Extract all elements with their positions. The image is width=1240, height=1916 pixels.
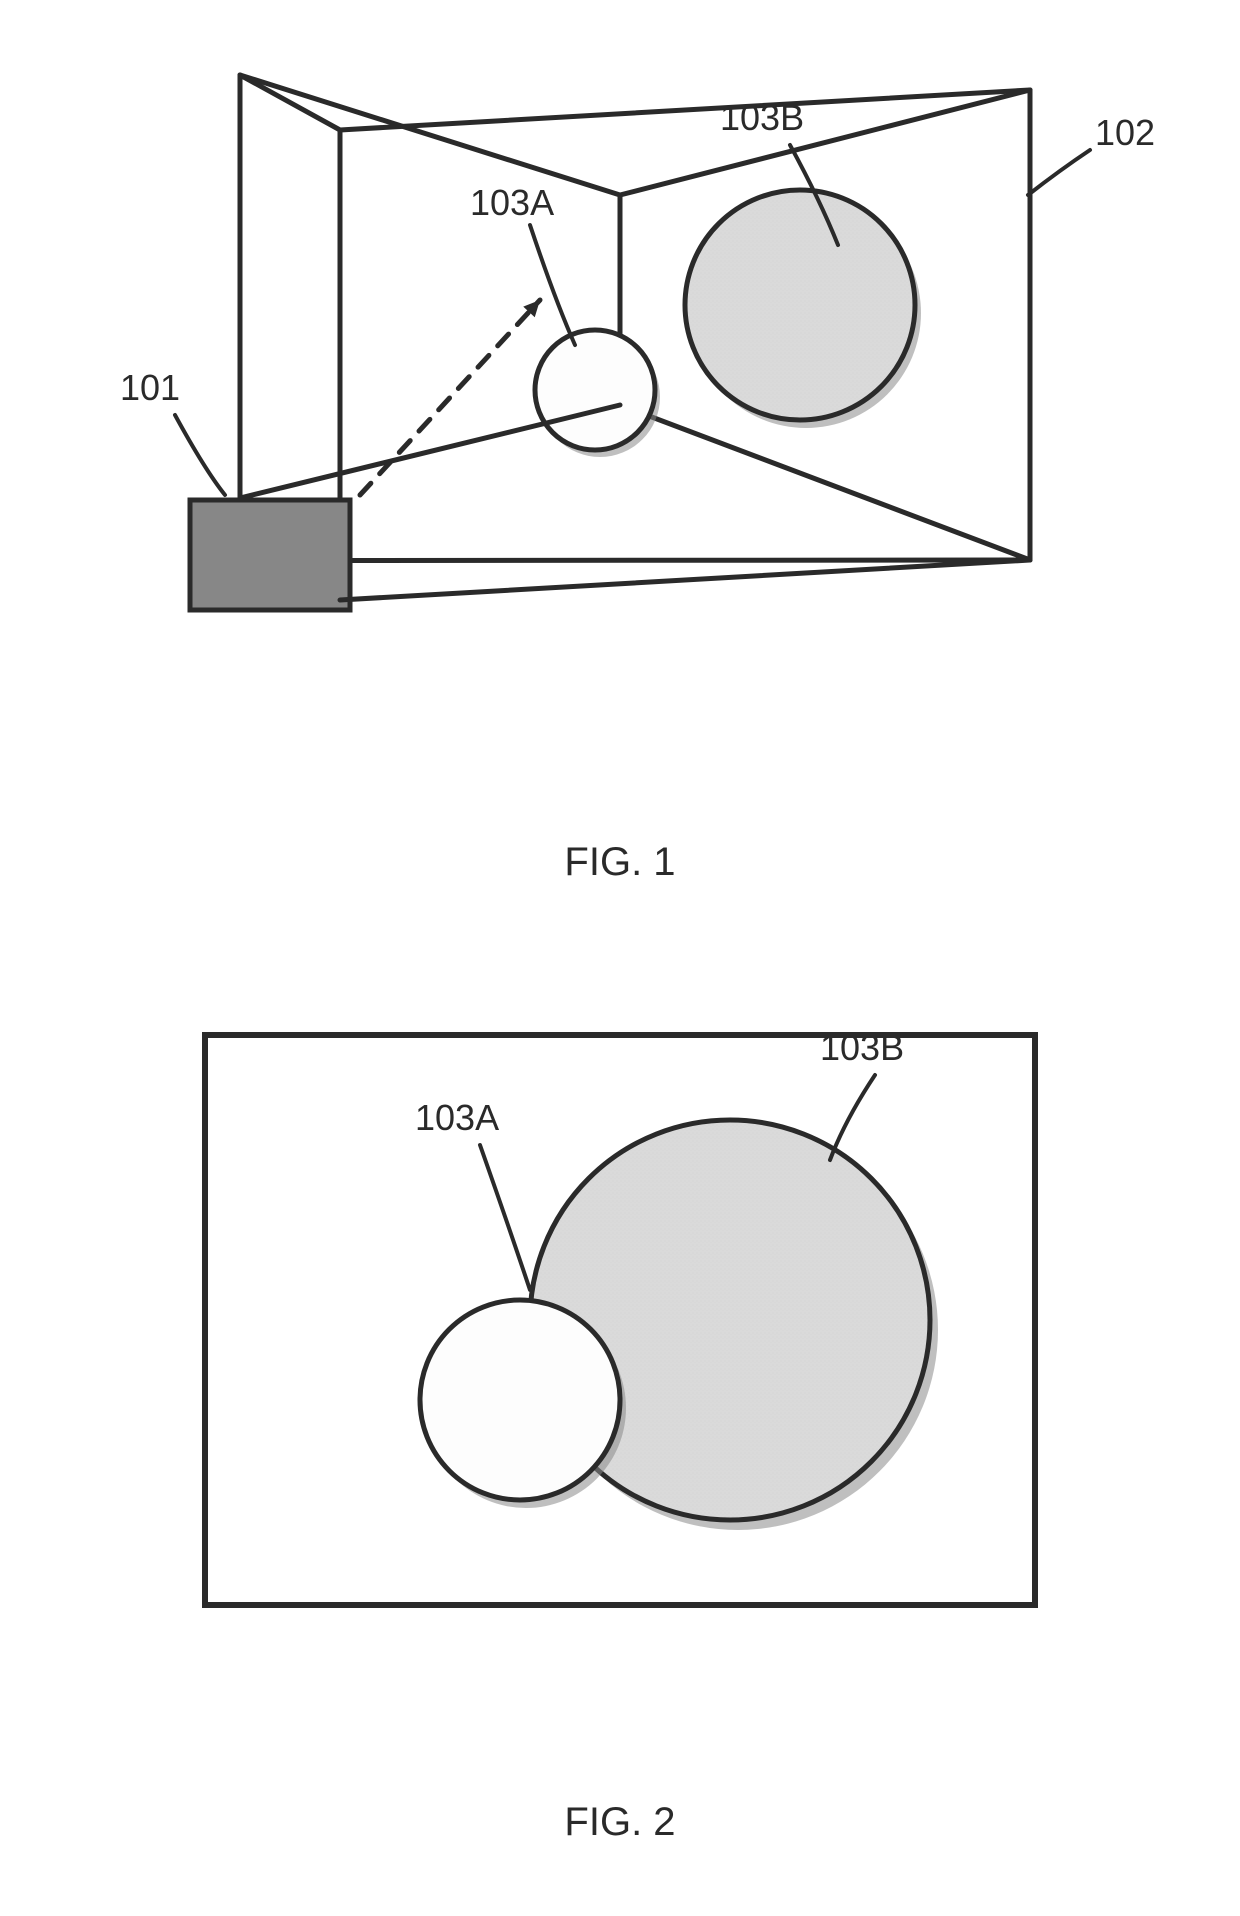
page: 101 102 103A 103B 103A 103B FIG. 1 FIG. 2: [0, 0, 1240, 1916]
diagram-svg: 101 102 103A 103B 103A 103B: [0, 0, 1240, 1916]
figure-1: [190, 75, 1030, 610]
ref-103a: 103A: [470, 182, 554, 223]
ref-101: 101: [120, 367, 180, 408]
reference-labels: 101 102 103A 103B 103A 103B: [120, 97, 1155, 1290]
figure-1-caption: FIG. 1: [0, 840, 1240, 885]
ref-103b: 103B: [720, 97, 804, 138]
ref-103b: 103B: [820, 1027, 904, 1068]
ref-102: 102: [1095, 112, 1155, 153]
ref-103a: 103A: [415, 1097, 499, 1138]
figure-2: [205, 1035, 1035, 1605]
figure-2-caption: FIG. 2: [0, 1800, 1240, 1845]
